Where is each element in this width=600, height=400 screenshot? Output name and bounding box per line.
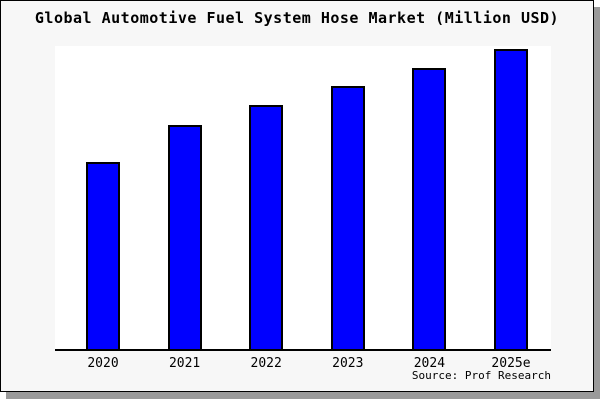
x-axis-label-2025e: 2025e bbox=[491, 356, 531, 371]
source-label: Source: Prof Research bbox=[411, 369, 551, 382]
bar-2025e bbox=[494, 49, 528, 349]
bar-2024 bbox=[412, 68, 447, 349]
x-axis-label-2022: 2022 bbox=[250, 356, 282, 371]
plot-area bbox=[55, 46, 551, 351]
chart-panel: Global Automotive Fuel System Hose Marke… bbox=[0, 0, 594, 392]
x-axis-labels: 2020 2021 2022 2023 2024 2025e bbox=[55, 356, 551, 372]
chart-title: Global Automotive Fuel System Hose Marke… bbox=[34, 9, 560, 27]
x-axis-label-2020: 2020 bbox=[87, 356, 119, 371]
bar-2020 bbox=[86, 162, 120, 349]
x-axis-label-2021: 2021 bbox=[168, 356, 201, 371]
bar-2021 bbox=[167, 125, 202, 349]
x-axis-label-2023: 2023 bbox=[332, 356, 364, 371]
bar-2023 bbox=[330, 86, 365, 349]
x-axis-label-2024: 2024 bbox=[413, 356, 446, 371]
bar-2022 bbox=[249, 105, 284, 349]
